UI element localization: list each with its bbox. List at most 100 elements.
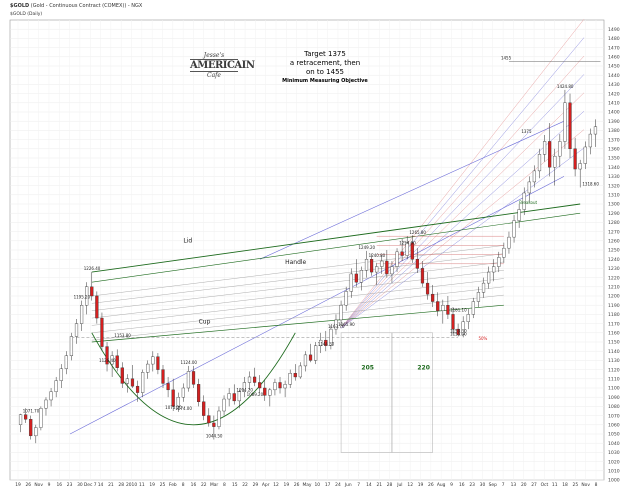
x-tick-label: Nov — [581, 482, 590, 488]
y-tick-label: 1070 — [608, 413, 620, 419]
candle-body — [298, 365, 302, 378]
candle-body — [507, 236, 511, 249]
x-tick-label: 21 — [108, 482, 114, 488]
candle-body — [593, 126, 598, 135]
annotation-handle: Handle — [285, 259, 306, 266]
candle-body — [186, 371, 191, 389]
x-tick-label: 9 — [450, 482, 453, 488]
y-tick-label: 1310 — [608, 193, 620, 199]
note-line2: a retracement, then — [289, 59, 361, 67]
candle-body — [502, 247, 506, 258]
candle-body — [354, 273, 358, 283]
fan-line — [340, 92, 585, 329]
x-tick-label: 24 — [335, 482, 341, 488]
y-tick-label: 1330 — [608, 174, 620, 180]
price-label: 1455 — [501, 55, 512, 60]
x-tick-label: Aug — [437, 482, 446, 488]
candle-body — [451, 314, 455, 330]
candle-body — [375, 266, 379, 273]
candle-body — [95, 295, 99, 319]
annotation-cup: Cup — [199, 319, 211, 326]
x-tick-label: 12 — [407, 482, 413, 488]
candle-body — [497, 257, 501, 267]
candle-body — [227, 393, 231, 400]
x-tick-label: 16 — [191, 482, 197, 488]
candle-body — [268, 389, 272, 396]
candle-body — [79, 305, 84, 324]
candle-body — [548, 141, 552, 168]
candle-body — [405, 242, 409, 256]
candle-body — [492, 266, 496, 273]
y-tick-label: 1000 — [608, 478, 620, 484]
candle-body — [85, 286, 89, 306]
parallel-line — [91, 294, 504, 341]
y-tick-label: 1450 — [608, 64, 620, 70]
y-tick-label: 1270 — [608, 229, 620, 235]
candle-body — [24, 414, 28, 420]
x-tick-label: 12 — [273, 482, 279, 488]
candle-body — [171, 389, 175, 407]
annotation-205: 205 — [361, 365, 374, 372]
candle-body — [308, 354, 313, 361]
candle-body — [125, 378, 129, 384]
price-label: 1375 — [521, 129, 532, 134]
logo-line2: AMERICAIN — [190, 59, 255, 72]
x-tick-label: 28 — [387, 482, 393, 488]
measure-box-220 — [391, 332, 433, 453]
y-tick-label: 1050 — [608, 432, 620, 438]
candle-body — [263, 387, 267, 396]
candle-body — [146, 363, 150, 373]
fan-line — [340, 55, 585, 329]
candle-body — [232, 393, 236, 402]
cup-arc — [91, 332, 296, 425]
candle-body — [385, 260, 389, 275]
candle-body — [542, 141, 547, 155]
price-label: 1424.80 — [557, 84, 574, 89]
y-tick-label: 1470 — [608, 45, 620, 51]
x-tick-label: 11 — [139, 482, 145, 488]
candle-body — [568, 102, 572, 150]
y-tick-label: 1350 — [608, 156, 620, 162]
x-tick-label: Mar — [210, 482, 218, 488]
candle-body — [436, 301, 440, 311]
candle-body — [34, 427, 38, 437]
candle-body — [166, 383, 170, 391]
y-tick-label: 1340 — [608, 165, 620, 171]
candle-body — [293, 373, 297, 378]
series-label: $GOLD (Daily) — [10, 12, 43, 17]
candle-body — [74, 323, 79, 337]
parallel-line — [91, 245, 504, 297]
price-label: 1144.30 — [318, 342, 335, 347]
x-tick-label: 30 — [480, 482, 486, 488]
y-tick-label: 1300 — [608, 202, 620, 208]
y-tick-label: 1170 — [608, 321, 620, 327]
price-label: 1089.20 — [247, 392, 264, 397]
chart-header: $GOLD (Gold - Continuous Contract (COMEX… — [10, 3, 142, 9]
x-tick-label: Feb — [169, 482, 177, 488]
x-tick-label: 23 — [469, 482, 475, 488]
candle-body — [18, 414, 23, 425]
candle-body — [380, 260, 384, 267]
candle-body — [410, 242, 414, 260]
candle-body — [141, 372, 145, 393]
price-label: 1044.50 — [206, 434, 223, 439]
candle-body — [252, 376, 257, 383]
y-tick-label: 1200 — [608, 294, 620, 300]
y-tick-label: 1110 — [608, 377, 620, 383]
candle-body — [395, 251, 399, 267]
channel-line-upper — [259, 120, 565, 260]
candle-body — [324, 339, 328, 346]
candle-body — [212, 422, 216, 427]
lid-line — [91, 203, 581, 273]
candle-body — [425, 282, 430, 295]
y-tick-label: 1160 — [608, 331, 620, 337]
price-label: 1094.20 — [236, 388, 253, 393]
x-tick-label: 7 — [502, 482, 505, 488]
candle-body — [278, 382, 282, 389]
y-tick-label: 1220 — [608, 275, 620, 281]
candle-body — [110, 355, 114, 365]
candle-body — [130, 378, 135, 387]
candle-body — [487, 271, 491, 284]
target-note: Target 1375 a retracement, then on to 14… — [270, 50, 380, 86]
